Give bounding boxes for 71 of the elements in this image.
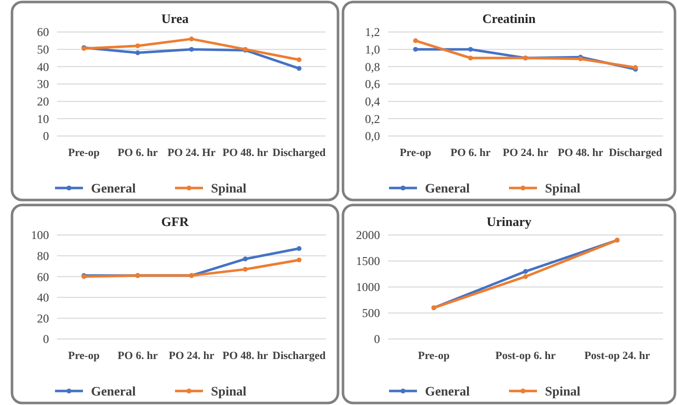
- x-tick-label: Pre-op: [418, 350, 450, 362]
- point: [468, 46, 473, 52]
- y-tick-label: 0: [374, 332, 380, 346]
- y-tick-label: 0: [43, 332, 49, 346]
- y-tick-label: 0,6: [365, 77, 380, 92]
- x-tick-label: PO 48. hr: [222, 147, 268, 159]
- legend-label: Spinal: [211, 384, 247, 399]
- x-tick-label: PO 24. hr: [168, 350, 214, 362]
- legend-label: General: [91, 180, 136, 196]
- y-tick-label: 1000: [356, 280, 380, 294]
- x-tick-label: PO 48. hr: [222, 350, 268, 362]
- y-tick-label: 50: [37, 42, 49, 57]
- point: [135, 43, 140, 48]
- y-tick-label: 30: [37, 77, 49, 92]
- y-tick-label: 500: [362, 306, 380, 320]
- x-tick-label: PO 24. Hr: [168, 147, 216, 159]
- y-tick-label: 20: [37, 311, 49, 326]
- y-tick-label: 0,2: [365, 112, 380, 126]
- x-tick-label: PO 48. hr: [558, 147, 604, 159]
- y-tick-label: 100: [31, 228, 49, 242]
- x-tick-label: Discharged: [608, 147, 662, 159]
- x-tick-label: Pre-op: [68, 350, 100, 362]
- legend-label: General: [425, 180, 470, 196]
- y-tick-label: 80: [37, 249, 49, 263]
- y-tick-label: 40: [37, 290, 49, 305]
- y-tick-label: 2000: [356, 228, 380, 242]
- legend-label: Spinal: [545, 180, 581, 196]
- point: [296, 57, 302, 62]
- point: [189, 46, 194, 52]
- y-tick-label: 40: [37, 60, 49, 74]
- y-tick-label: 60: [37, 270, 49, 284]
- point: [413, 46, 418, 52]
- legend-label: Spinal: [545, 384, 581, 399]
- y-tick-label: 20: [37, 94, 49, 109]
- x-tick-label: Pre-op: [68, 147, 100, 159]
- y-tick-label: 1,2: [365, 25, 380, 40]
- x-tick-label: Discharged: [272, 350, 326, 362]
- legend-label: General: [425, 384, 470, 399]
- x-tick-label: Post-op 6. hr: [495, 350, 556, 362]
- point: [523, 274, 528, 279]
- legend-label: Spinal: [211, 180, 247, 196]
- y-tick-label: 1500: [356, 254, 380, 268]
- point: [296, 246, 302, 251]
- chart-title: Urea: [161, 11, 190, 26]
- x-tick-label: Post-op 24. hr: [584, 350, 650, 362]
- x-tick-label: PO 6. hr: [450, 147, 491, 159]
- chart-title: GFR: [161, 214, 190, 229]
- point: [413, 38, 418, 44]
- point: [189, 36, 194, 42]
- legend-label: General: [91, 384, 136, 399]
- x-tick-label: PO 6. hr: [118, 147, 158, 159]
- point: [296, 258, 302, 262]
- y-tick-label: 1,0: [365, 42, 380, 57]
- point: [296, 66, 302, 71]
- point: [242, 256, 248, 262]
- chart-title: Creatinin: [482, 11, 536, 26]
- y-tick-label: 0: [43, 129, 49, 144]
- y-tick-label: 0,8: [365, 60, 380, 74]
- x-tick-label: Pre-op: [400, 147, 432, 159]
- y-tick-label: 0,0: [365, 129, 380, 144]
- point: [468, 56, 473, 60]
- y-tick-label: 0,4: [365, 94, 380, 109]
- point: [135, 50, 140, 56]
- y-tick-label: 10: [37, 112, 49, 126]
- point: [242, 266, 248, 272]
- chart-title: Urinary: [486, 214, 532, 229]
- x-tick-label: PO 6. hr: [118, 350, 158, 362]
- x-tick-label: PO 24. hr: [502, 147, 548, 159]
- y-tick-label: 60: [37, 25, 49, 40]
- x-tick-label: Discharged: [272, 147, 326, 159]
- point: [523, 269, 528, 274]
